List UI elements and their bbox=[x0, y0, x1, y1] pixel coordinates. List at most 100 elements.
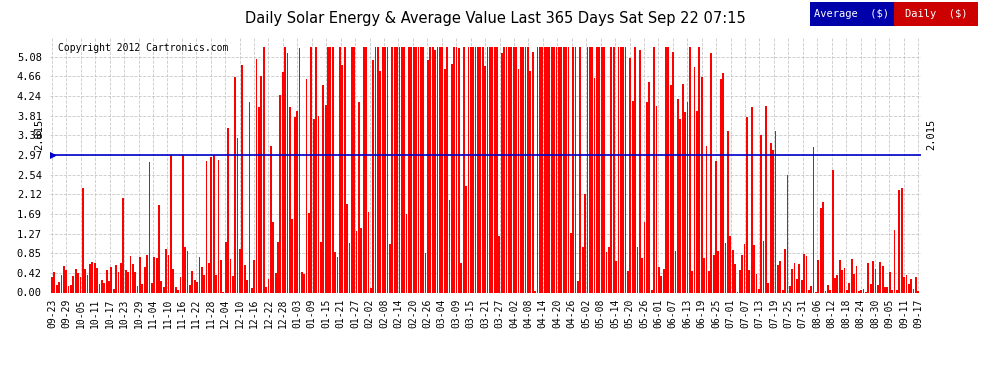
Bar bbox=[665, 47, 667, 292]
Bar bbox=[77, 273, 79, 292]
Bar bbox=[420, 47, 422, 292]
Bar bbox=[810, 286, 812, 292]
Bar bbox=[203, 275, 205, 292]
Bar bbox=[377, 47, 379, 292]
Bar bbox=[415, 47, 417, 292]
Bar bbox=[70, 285, 72, 292]
Bar bbox=[648, 82, 650, 292]
Bar bbox=[244, 264, 246, 292]
Bar bbox=[618, 47, 620, 292]
Bar bbox=[227, 128, 229, 292]
Bar bbox=[506, 47, 508, 292]
Bar bbox=[639, 50, 641, 292]
Bar bbox=[603, 47, 605, 292]
Bar bbox=[296, 111, 298, 292]
Bar bbox=[577, 281, 579, 292]
Bar bbox=[323, 85, 324, 292]
Bar bbox=[65, 270, 67, 292]
Bar bbox=[484, 66, 486, 292]
Bar bbox=[427, 60, 429, 292]
Bar bbox=[889, 272, 891, 292]
Bar bbox=[655, 106, 657, 292]
Bar bbox=[184, 247, 186, 292]
Bar bbox=[482, 47, 483, 292]
Bar bbox=[396, 47, 398, 292]
Bar bbox=[820, 208, 822, 292]
Bar bbox=[430, 47, 432, 292]
Bar bbox=[489, 47, 491, 292]
Bar bbox=[560, 47, 562, 292]
Bar bbox=[706, 146, 708, 292]
Bar bbox=[835, 279, 836, 292]
Bar bbox=[96, 268, 98, 292]
Bar bbox=[253, 260, 255, 292]
Bar bbox=[230, 259, 232, 292]
Bar bbox=[589, 47, 591, 292]
Bar bbox=[87, 276, 88, 292]
Bar bbox=[148, 162, 150, 292]
Bar bbox=[696, 111, 698, 292]
Bar bbox=[474, 47, 476, 292]
Bar bbox=[908, 284, 910, 292]
Bar bbox=[289, 107, 291, 292]
Bar bbox=[487, 47, 488, 292]
Bar bbox=[439, 47, 441, 292]
Bar bbox=[515, 47, 517, 292]
Bar bbox=[91, 262, 93, 292]
Bar bbox=[242, 64, 244, 292]
Bar bbox=[232, 276, 234, 292]
Bar bbox=[853, 273, 855, 292]
Bar bbox=[613, 47, 615, 292]
Bar bbox=[537, 47, 539, 292]
Bar bbox=[782, 291, 783, 292]
Text: Daily  ($): Daily ($) bbox=[905, 9, 967, 19]
Bar bbox=[803, 254, 805, 292]
Bar bbox=[179, 277, 181, 292]
Bar bbox=[570, 233, 571, 292]
Bar bbox=[67, 286, 69, 292]
Bar bbox=[79, 277, 81, 292]
Bar bbox=[672, 51, 674, 292]
Bar bbox=[279, 95, 281, 292]
Bar bbox=[572, 47, 574, 292]
Bar bbox=[620, 47, 622, 292]
Bar bbox=[808, 290, 810, 292]
Bar bbox=[318, 116, 320, 292]
Bar bbox=[511, 47, 512, 292]
Bar bbox=[730, 236, 732, 292]
Bar bbox=[94, 263, 96, 292]
Bar bbox=[774, 131, 776, 292]
Bar bbox=[101, 280, 103, 292]
Bar bbox=[467, 47, 469, 292]
Bar bbox=[898, 190, 900, 292]
Bar bbox=[508, 47, 510, 292]
Bar bbox=[772, 150, 774, 292]
Bar bbox=[358, 102, 359, 292]
Bar bbox=[896, 291, 898, 292]
Bar bbox=[789, 286, 791, 292]
Bar bbox=[870, 284, 871, 292]
Bar bbox=[906, 275, 907, 292]
Bar bbox=[662, 269, 664, 292]
Bar bbox=[825, 291, 827, 292]
Bar bbox=[894, 230, 895, 292]
Bar bbox=[258, 107, 259, 292]
Bar bbox=[713, 255, 715, 292]
Bar bbox=[167, 255, 169, 292]
Bar bbox=[391, 47, 393, 292]
Bar bbox=[374, 47, 376, 292]
Bar bbox=[694, 67, 695, 292]
Bar bbox=[53, 272, 55, 292]
Bar bbox=[55, 285, 57, 292]
Bar bbox=[632, 100, 634, 292]
Bar bbox=[806, 256, 807, 292]
Bar bbox=[444, 69, 446, 292]
Bar bbox=[260, 75, 262, 292]
Bar bbox=[818, 260, 820, 292]
Bar bbox=[63, 266, 64, 292]
Bar bbox=[355, 231, 357, 292]
Bar bbox=[667, 47, 669, 292]
Bar bbox=[523, 47, 524, 292]
Bar bbox=[520, 47, 522, 292]
Bar bbox=[615, 261, 617, 292]
